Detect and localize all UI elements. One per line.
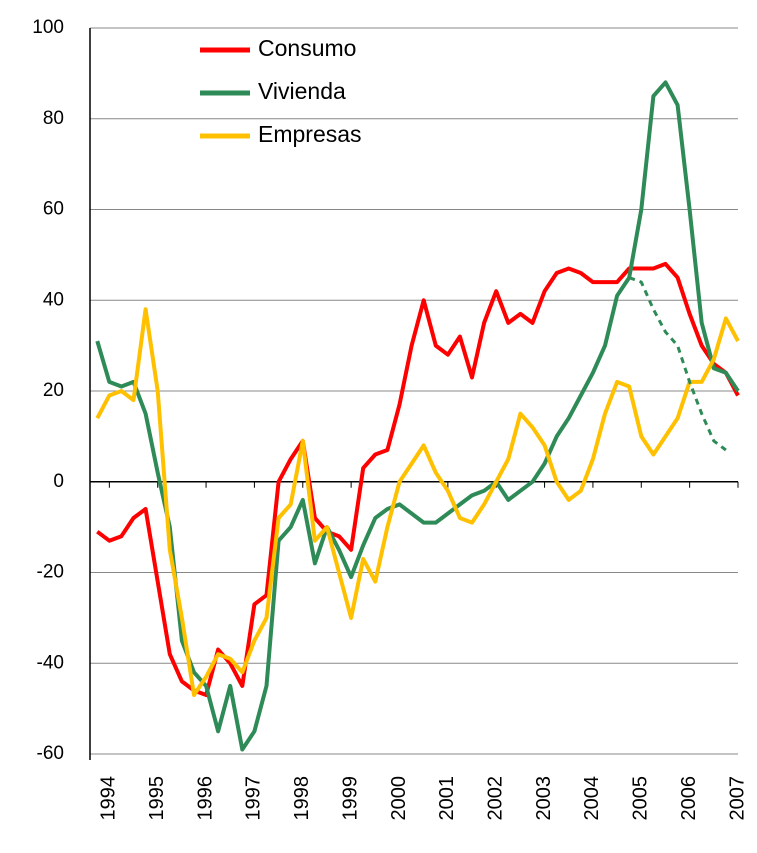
x-tick-label: 1999 [339,776,361,821]
x-tick-label: 1995 [146,776,168,821]
legend-label: Consumo [258,35,356,61]
y-tick-label: 80 [43,108,64,129]
x-tick-label: 1994 [98,776,120,821]
series-line [96,261,740,697]
x-tick-label: 2002 [484,776,506,821]
legend-label: Vivienda [258,78,346,104]
x-tick-label: 1997 [243,776,265,821]
y-tick-label: 20 [43,380,64,401]
x-tick-label: 2006 [678,776,700,821]
x-tick-label: 2007 [726,776,748,821]
y-tick-label: -60 [37,743,64,764]
x-tick-label: 2003 [533,776,555,821]
y-tick-label: 40 [43,289,64,310]
series-line [95,307,740,697]
series-line [95,80,740,752]
x-tick-label: 2000 [388,776,410,821]
legend-label: Empresas [258,121,362,147]
y-tick-label: 0 [53,471,64,492]
y-tick-label: 60 [43,199,64,220]
y-tick-label: -20 [37,562,64,583]
x-tick-label: 2004 [581,776,603,821]
x-tick-label: 1996 [194,776,216,821]
y-tick-label: 100 [32,17,64,38]
y-tick-label: -40 [37,652,64,673]
x-tick-label: 2001 [436,776,458,821]
x-tick-label: 2005 [630,776,652,821]
series-line [628,276,727,452]
x-tick-label: 1998 [291,776,313,821]
